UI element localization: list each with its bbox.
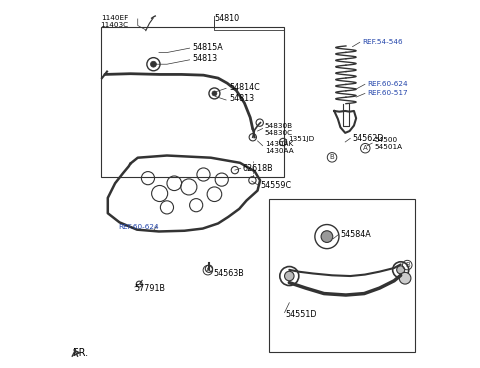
Circle shape: [151, 61, 156, 67]
Circle shape: [399, 272, 411, 284]
Text: 54559C: 54559C: [261, 181, 291, 190]
Circle shape: [285, 271, 294, 281]
Text: REF.60-624: REF.60-624: [367, 81, 408, 87]
Text: A: A: [205, 267, 210, 273]
Text: A: A: [363, 145, 368, 151]
Text: 1430AK
1430AA: 1430AK 1430AA: [265, 141, 294, 154]
Text: 54814C: 54814C: [229, 83, 260, 92]
Text: B: B: [330, 154, 335, 160]
Text: 54584A: 54584A: [340, 230, 371, 239]
Text: 54562D: 54562D: [352, 134, 384, 143]
Text: 54500
54501A: 54500 54501A: [374, 137, 403, 150]
Text: 54813: 54813: [192, 54, 217, 63]
Text: REF.54-546: REF.54-546: [362, 39, 403, 45]
Text: REF.60-624: REF.60-624: [119, 224, 159, 230]
Text: FR.: FR.: [73, 348, 88, 358]
Text: B: B: [405, 262, 409, 268]
Text: 1351JD: 1351JD: [288, 137, 314, 142]
Text: 54563B: 54563B: [214, 269, 244, 278]
Text: 54830B
54830C: 54830B 54830C: [265, 123, 293, 137]
Text: 1140EF
11403C: 1140EF 11403C: [100, 15, 129, 28]
Text: REF.60-517: REF.60-517: [367, 91, 408, 96]
Text: 54815A: 54815A: [192, 43, 223, 52]
Circle shape: [321, 231, 333, 243]
Circle shape: [396, 266, 405, 274]
Text: 54813: 54813: [229, 95, 254, 103]
Text: 62618B: 62618B: [243, 164, 274, 173]
Text: 54810: 54810: [215, 14, 240, 24]
Circle shape: [212, 91, 217, 96]
Text: 54551D: 54551D: [286, 310, 317, 319]
Text: 57791B: 57791B: [135, 284, 166, 293]
